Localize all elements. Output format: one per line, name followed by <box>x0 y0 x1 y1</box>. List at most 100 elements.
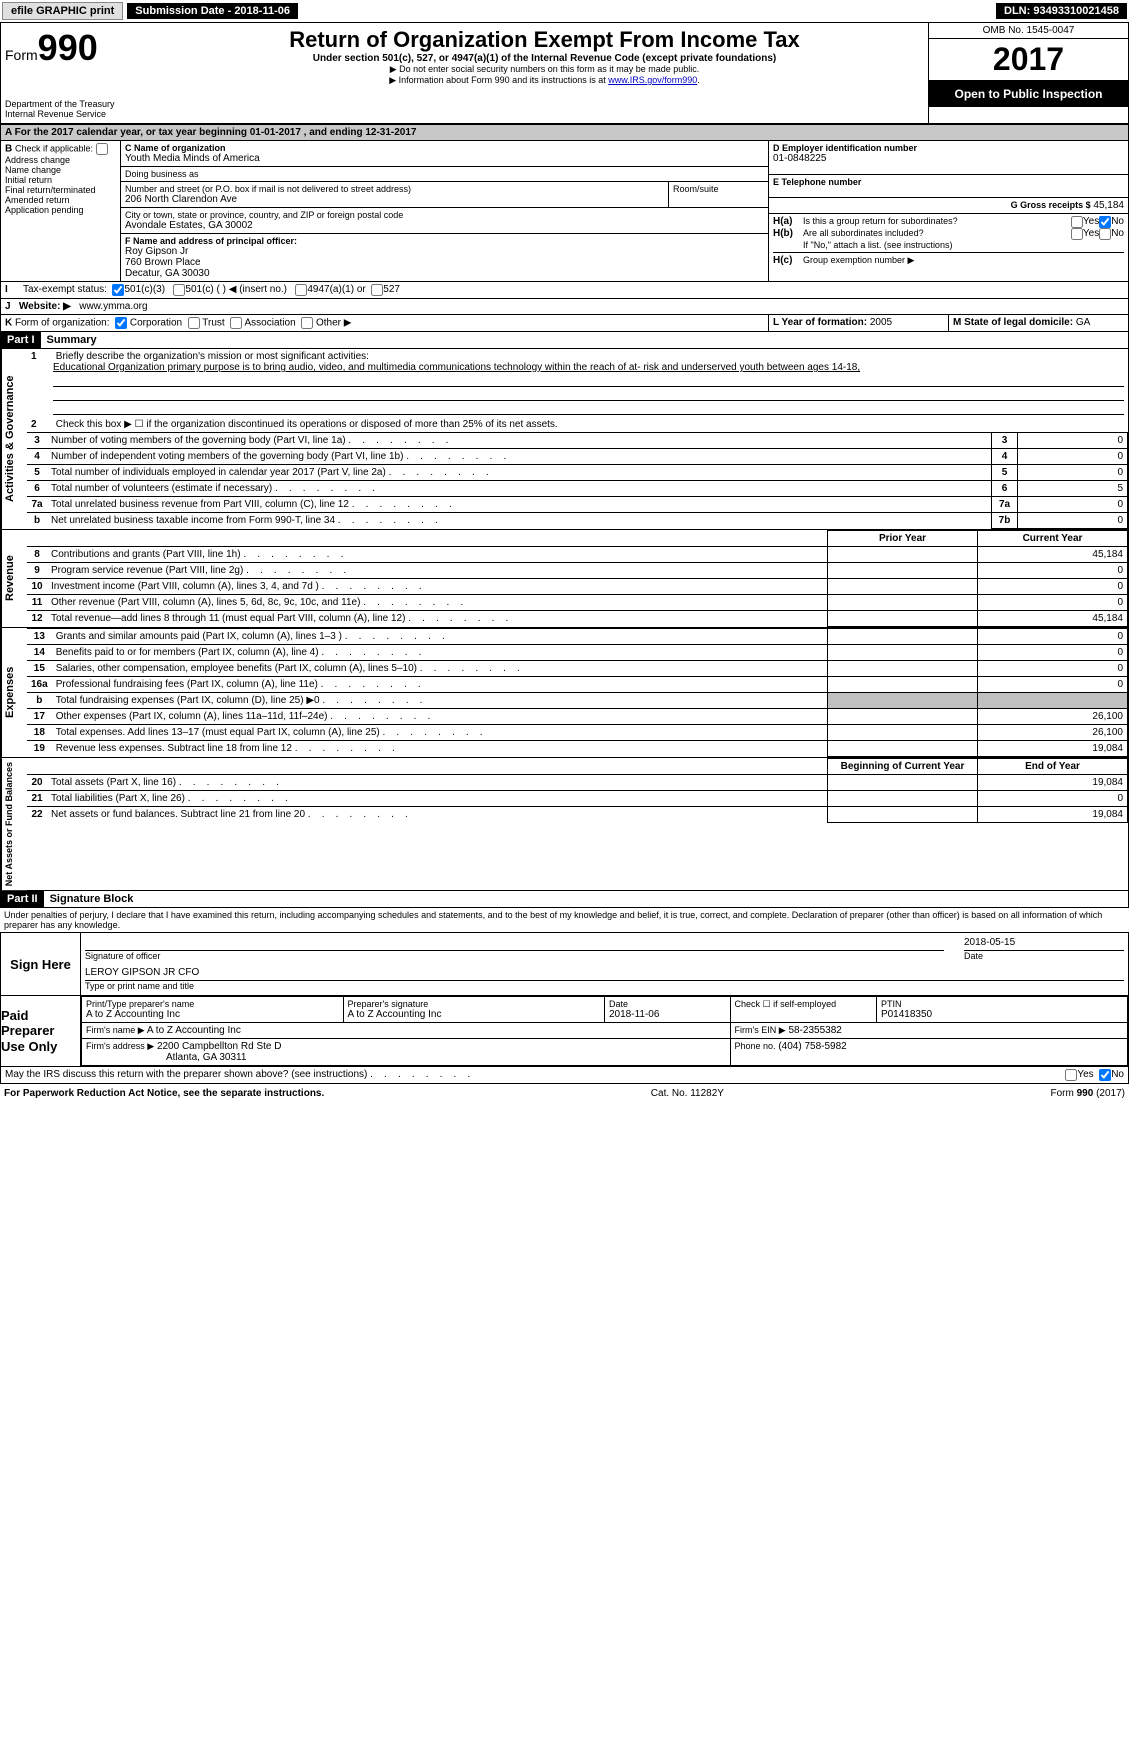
firm-phone: (404) 758-5982 <box>778 1041 846 1052</box>
opt-4947: 4947(a)(1) or <box>307 284 365 296</box>
c-name-label: C Name of organization <box>125 143 764 153</box>
print-name-label: Type or print name and title <box>85 981 1124 991</box>
line-j: J <box>5 301 11 312</box>
submission-date: Submission Date - 2018-11-06 <box>127 3 298 19</box>
ha-no[interactable] <box>1099 216 1111 228</box>
dept-treasury: Department of the Treasury <box>5 99 157 109</box>
room-label: Room/suite <box>673 184 764 194</box>
b-address-change: Address change <box>5 155 116 165</box>
dba-label: Doing business as <box>125 169 764 179</box>
info-note: ▶ Information about Form 990 and its ins… <box>165 75 924 86</box>
hb-yes[interactable] <box>1071 228 1083 240</box>
hb-note: If "No," attach a list. (see instruction… <box>803 240 1124 250</box>
prep-name: A to Z Accounting Inc <box>86 1009 339 1020</box>
discuss-text: May the IRS discuss this return with the… <box>5 1069 1065 1081</box>
part1-title: Summary <box>41 332 103 348</box>
l-label: L Year of formation: <box>773 317 867 328</box>
d-ein-label: D Employer identification number <box>773 143 1124 153</box>
discuss-no[interactable] <box>1099 1069 1111 1081</box>
chk-corp[interactable] <box>115 317 127 329</box>
org-name: Youth Media Minds of America <box>125 153 764 164</box>
side-net-assets: Net Assets or Fund Balances <box>1 758 27 890</box>
page-footer: For Paperwork Reduction Act Notice, see … <box>0 1084 1129 1103</box>
chk-501c[interactable] <box>173 284 185 296</box>
firm-addr-label: Firm's address ▶ <box>86 1041 154 1051</box>
form-subtitle: Under section 501(c), 527, or 4947(a)(1)… <box>165 53 924 64</box>
side-activities-governance: Activities & Governance <box>1 349 27 529</box>
ein-value: 01-0848225 <box>773 153 1124 164</box>
b-app-pending: Application pending <box>5 205 116 215</box>
prep-date: 2018-11-06 <box>609 1009 726 1020</box>
irs-label: Internal Revenue Service <box>5 109 157 119</box>
governance-table: 3 Number of voting members of the govern… <box>27 432 1128 529</box>
opt-other: Other ▶ <box>316 318 351 329</box>
form-title: Return of Organization Exempt From Incom… <box>165 27 924 53</box>
paid-preparer-label: Paid Preparer Use Only <box>1 996 81 1066</box>
line-i: I <box>5 284 23 296</box>
ptin-label: PTIN <box>881 999 1123 1009</box>
chk-assoc[interactable] <box>230 317 242 329</box>
side-revenue: Revenue <box>1 530 27 627</box>
firm-name-label: Firm's name ▶ <box>86 1025 145 1035</box>
form-org-label: Form of organization: <box>15 318 110 329</box>
line-a-label: A <box>5 127 12 138</box>
ptin-value: P01418350 <box>881 1009 1123 1020</box>
dln: DLN: 93493310021458 <box>996 3 1127 19</box>
gross-receipts: 45,184 <box>1093 200 1124 211</box>
line1-num: 1 <box>31 351 53 362</box>
e-phone-label: E Telephone number <box>773 177 1124 187</box>
irs-link[interactable]: www.IRS.gov/form990 <box>608 75 697 85</box>
ssn-note: ▶ Do not enter social security numbers o… <box>165 64 924 75</box>
f-label: F Name and address of principal officer: <box>125 236 764 246</box>
hb-no[interactable] <box>1099 228 1111 240</box>
open-public: Open to Public Inspection <box>929 81 1128 107</box>
opt-assoc: Association <box>245 318 296 329</box>
expenses-table: 13 Grants and similar amounts paid (Part… <box>27 628 1128 757</box>
opt-501c3: 501(c)(3) <box>124 284 165 296</box>
perjury-declaration: Under penalties of perjury, I declare th… <box>0 908 1129 932</box>
sig-date-value: 2018-05-15 <box>964 937 1124 951</box>
paid-preparer-block: Paid Preparer Use Only Print/Type prepar… <box>0 996 1129 1067</box>
chk-trust[interactable] <box>188 317 200 329</box>
chk-other[interactable] <box>301 317 313 329</box>
ha-yes[interactable] <box>1071 216 1083 228</box>
b-amended: Amended return <box>5 195 116 205</box>
state-domicile: GA <box>1076 317 1090 328</box>
netassets-table: Beginning of Current YearEnd of Year20 T… <box>27 758 1128 823</box>
m-label: M State of legal domicile: <box>953 317 1073 328</box>
mission-text: Educational Organization primary purpose… <box>53 362 860 373</box>
tax-year: 2017 <box>929 39 1128 81</box>
sig-date-label: Date <box>964 951 1124 961</box>
hc-text: Group exemption number ▶ <box>803 255 914 266</box>
city-label: City or town, state or province, country… <box>125 210 764 220</box>
g-receipts-label: G Gross receipts $ <box>1011 200 1091 210</box>
check-applicable: Check if applicable: <box>15 144 93 154</box>
line-k: K <box>5 318 12 329</box>
yes-label: Yes <box>1083 216 1099 228</box>
opt-trust: Trust <box>202 318 224 329</box>
part2-header: Part II <box>1 891 44 907</box>
ha-text: Is this a group return for subordinates? <box>803 216 1071 228</box>
firm-ein-label: Firm's EIN ▶ <box>735 1025 786 1035</box>
chk-4947[interactable] <box>295 284 307 296</box>
form-number: Form990 <box>5 27 157 69</box>
prep-date-label: Date <box>609 999 726 1009</box>
year-formation: 2005 <box>870 317 892 328</box>
pra-notice: For Paperwork Reduction Act Notice, see … <box>4 1088 324 1099</box>
check-applicable-box[interactable] <box>96 143 108 155</box>
top-toolbar: efile GRAPHIC print Submission Date - 20… <box>0 0 1129 22</box>
omb-number: OMB No. 1545-0047 <box>929 23 1128 39</box>
firm-addr2: Atlanta, GA 30311 <box>166 1052 246 1063</box>
chk-527[interactable] <box>371 284 383 296</box>
form-header: Form990 Department of the Treasury Inter… <box>0 22 1129 124</box>
website-value: www.ymma.org <box>79 301 147 312</box>
street-label: Number and street (or P.O. box if mail i… <box>125 184 664 194</box>
chk-501c3[interactable] <box>112 284 124 296</box>
efile-print-button[interactable]: efile GRAPHIC print <box>2 2 123 20</box>
part2-title: Signature Block <box>44 891 140 907</box>
firm-ein: 58-2355382 <box>788 1025 841 1036</box>
ha-label: H(a) <box>773 216 803 228</box>
revenue-table: Prior YearCurrent Year8 Contributions an… <box>27 530 1128 627</box>
discuss-yes[interactable] <box>1065 1069 1077 1081</box>
form-footer: Form 990 (2017) <box>1051 1088 1125 1099</box>
